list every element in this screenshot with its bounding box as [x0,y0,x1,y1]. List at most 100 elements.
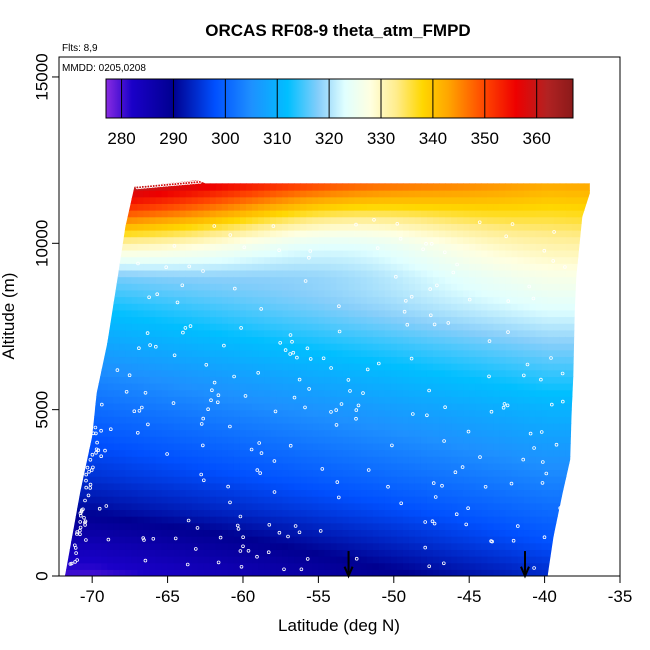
heatmap-cell [125,356,132,364]
heatmap-cell [354,316,362,324]
heatmap-cell [203,223,211,231]
heatmap-cell [318,562,326,570]
heatmap-cell [300,363,307,371]
heatmap-cell [95,422,102,431]
heatmap-cell [330,296,338,304]
heatmap-cell [372,243,380,251]
heatmap-cell [227,502,235,511]
heatmap-cell [445,223,452,231]
heatmap-cell [499,183,506,191]
heatmap-cell [143,496,151,504]
heatmap-cell [529,429,537,437]
heatmap-cell [547,216,555,224]
heatmap-cell [143,369,151,377]
heatmap-cell [523,269,531,278]
heatmap-cell [203,449,211,457]
heatmap-cell [342,556,350,564]
heatmap-cell [439,469,446,477]
heatmap-cell [227,522,235,531]
heatmap-cell [239,329,247,338]
heatmap-cell [366,442,374,451]
heatmap-cell [89,409,96,417]
heatmap-cell [233,529,241,537]
heatmap-cell [258,416,265,424]
heatmap-cell [65,422,66,431]
heatmap-cell [408,516,416,524]
heatmap-cell [306,376,313,384]
heatmap-cell [215,336,223,344]
heatmap-cell [282,396,289,404]
heatmap-cell [535,549,543,557]
heatmap-cell [161,289,169,298]
heatmap-cell [535,269,543,278]
heatmap-cell [408,449,416,457]
heatmap-cell [348,256,356,264]
heatmap-cell [221,383,229,391]
heatmap-cell [89,556,96,564]
heatmap-cell [445,263,452,271]
heatmap-cell [215,449,223,457]
heatmap-cell [366,196,374,204]
heatmap-cell [396,309,404,318]
heatmap-cell [318,449,326,457]
heatmap-cell [161,349,169,358]
heatmap-cell [137,203,145,211]
heatmap-cell [221,536,229,544]
heatmap-cell [330,383,338,391]
heatmap-cell [131,276,139,284]
heatmap-cell [469,369,476,377]
heatmap-cell [239,190,247,198]
heatmap-cell [191,403,199,411]
heatmap-cell [553,562,561,570]
heatmap-cell [155,336,163,344]
heatmap-cell [288,482,295,491]
heatmap-cell [288,462,295,471]
heatmap-cell [149,256,157,264]
heatmap-cell [95,363,102,371]
heatmap-cell [481,396,488,404]
heatmap-cell [107,482,114,491]
heatmap-cell [252,216,259,224]
heatmap-cell [155,403,163,411]
heatmap-cell [185,180,193,185]
heatmap-cell [239,180,247,185]
heatmap-cell [420,283,428,291]
heatmap-cell [258,336,265,344]
heatmap-cell [451,336,458,344]
heatmap-cell [396,429,404,437]
heatmap-cell [312,442,319,451]
heatmap-cell [517,403,525,411]
heatmap-cell [499,356,506,364]
heatmap-cell [89,436,96,444]
heatmap-cell [233,422,241,431]
heatmap-cell [233,190,241,198]
heatmap-cell [185,236,193,244]
heatmap-cell [511,442,519,451]
heatmap-cell [553,389,561,397]
heatmap-cell [294,369,301,377]
heatmap-cell [426,243,434,251]
heatmap-cell [408,223,416,231]
heatmap-cell [77,363,84,371]
heatmap-cell [505,409,513,417]
heatmap-cell [547,449,555,457]
heatmap-cell [354,196,362,204]
heatmap-cell [396,496,404,504]
heatmap-cell [119,469,126,477]
heatmap-cell [77,562,84,570]
heatmap-cell [252,190,259,198]
heatmap-cell [481,249,488,258]
heatmap-cell [457,436,464,444]
heatmap-cell [342,256,350,264]
heatmap-cell [457,363,464,371]
heatmap-cell [517,496,525,504]
heatmap-cell [306,482,313,491]
heatmap-cell [535,429,543,437]
heatmap-cell [457,243,464,251]
heatmap-cell [354,223,362,231]
heatmap-cell [282,536,289,544]
heatmap-cell [523,469,531,477]
heatmap-cell [246,409,253,417]
heatmap-cell [402,509,410,517]
heatmap-cell [529,542,537,550]
